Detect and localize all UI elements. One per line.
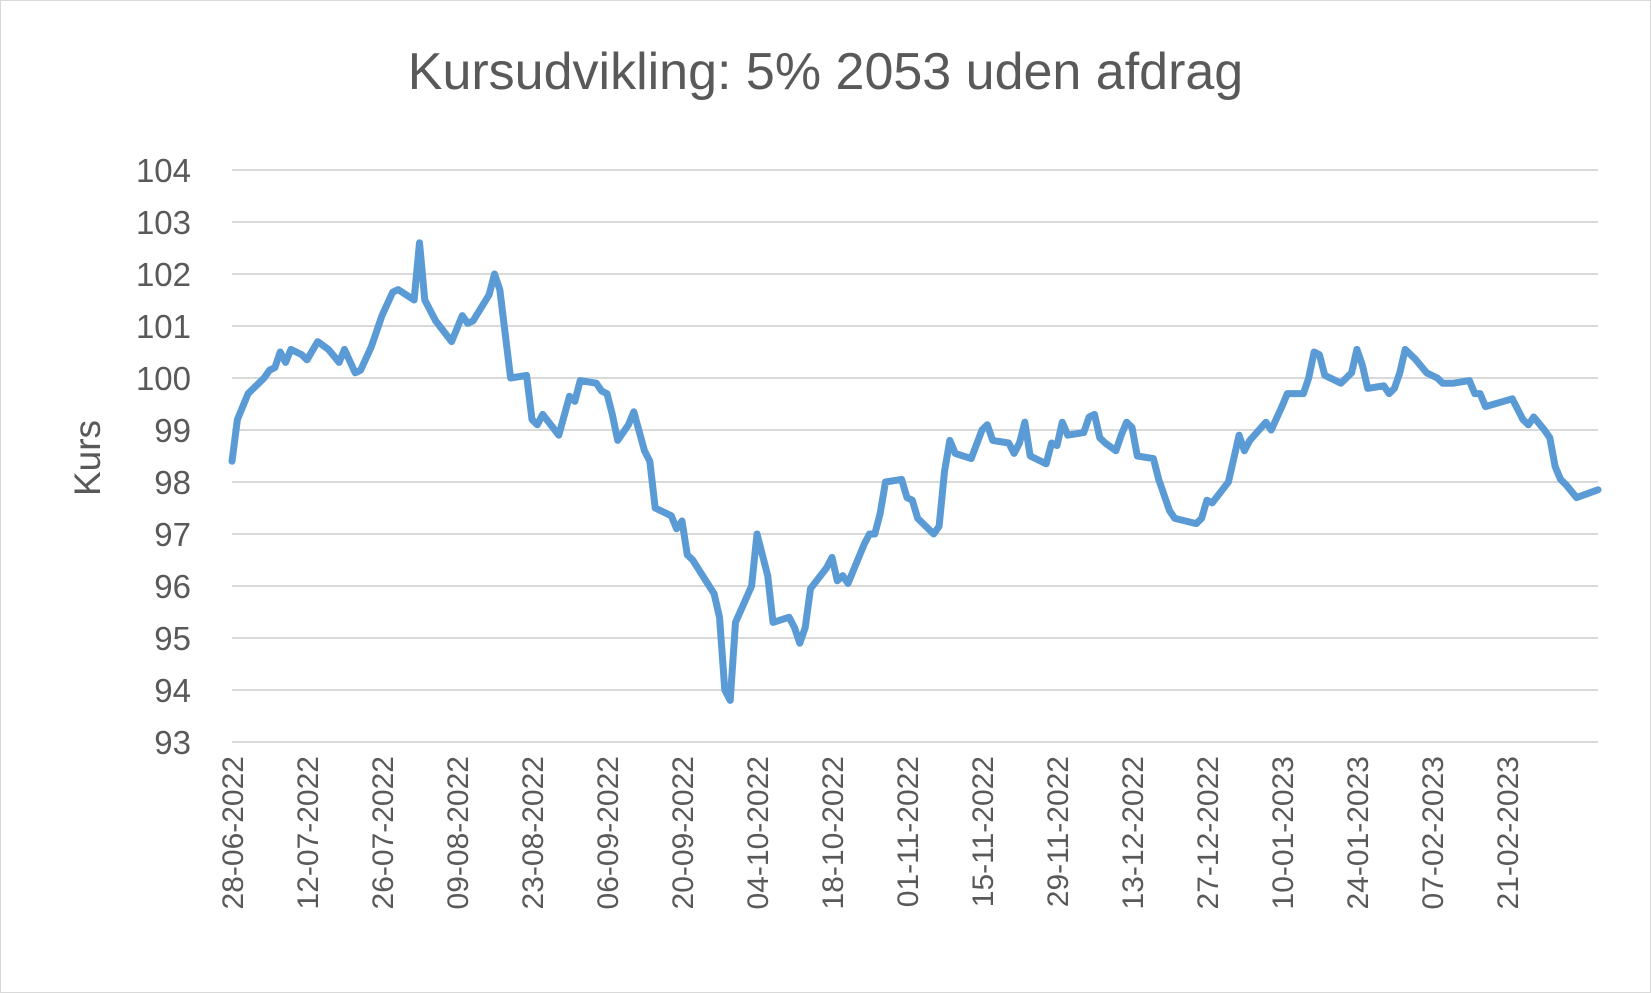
x-tick-label: 09-08-2022 bbox=[442, 756, 475, 909]
y-tick-label: 101 bbox=[136, 308, 191, 345]
x-tick-label: 26-07-2022 bbox=[367, 756, 400, 909]
chart-title: Kursudvikling: 5% 2053 uden afdrag bbox=[407, 43, 1244, 101]
y-tick-label: 100 bbox=[136, 360, 191, 397]
y-tick-label: 93 bbox=[154, 724, 191, 761]
y-tick-label: 99 bbox=[154, 412, 191, 449]
y-tick-label: 103 bbox=[136, 204, 191, 241]
y-tick-label: 104 bbox=[136, 152, 191, 189]
x-tick-label: 27-12-2022 bbox=[1192, 756, 1225, 909]
x-tick-label: 04-10-2022 bbox=[742, 756, 775, 909]
x-tick-label: 23-08-2022 bbox=[517, 756, 550, 909]
y-tick-label: 97 bbox=[154, 516, 191, 553]
y-tick-label: 98 bbox=[154, 464, 191, 501]
y-tick-label: 96 bbox=[154, 568, 191, 605]
x-tick-label: 18-10-2022 bbox=[817, 756, 850, 909]
x-tick-label: 29-11-2022 bbox=[1042, 756, 1075, 907]
x-axis-ticks: 28-06-2022 12-07-2022 26-07-2022 09-08-2022… bbox=[217, 756, 1525, 909]
gridlines bbox=[232, 169, 1598, 743]
x-tick-label: 10-01-2023 bbox=[1267, 756, 1300, 909]
x-tick-label: 07-02-2023 bbox=[1417, 756, 1450, 909]
x-tick-label: 01-11-2022 bbox=[892, 756, 925, 907]
y-tick-label: 95 bbox=[154, 620, 191, 657]
x-tick-label: 21-02-2023 bbox=[1492, 756, 1525, 909]
y-axis-ticks: 93 94 95 96 97 98 99 100 101 102 103 104 bbox=[136, 152, 191, 761]
x-tick-label: 24-01-2023 bbox=[1342, 756, 1375, 909]
x-tick-label: 12-07-2022 bbox=[292, 756, 325, 909]
y-tick-label: 94 bbox=[154, 672, 191, 709]
x-tick-label: 13-12-2022 bbox=[1117, 756, 1150, 909]
x-tick-label: 06-09-2022 bbox=[592, 756, 625, 909]
x-tick-label: 28-06-2022 bbox=[217, 756, 250, 909]
x-tick-label: 15-11-2022 bbox=[967, 756, 1000, 907]
series-layer bbox=[228, 239, 1602, 704]
series-line bbox=[228, 239, 1602, 704]
y-tick-label: 102 bbox=[136, 256, 191, 293]
y-axis-label: Kurs bbox=[67, 420, 108, 496]
x-tick-label: 20-09-2022 bbox=[667, 756, 700, 909]
